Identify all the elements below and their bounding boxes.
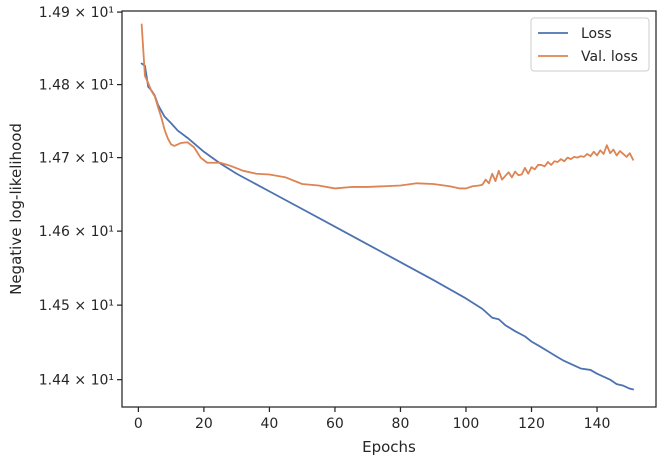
x-tick-label: 20	[195, 416, 213, 432]
x-tick-label: 40	[261, 416, 279, 432]
y-tick-label: 1.44 × 10¹	[39, 373, 114, 389]
series-line-loss	[140, 62, 634, 391]
series-layer	[140, 23, 634, 391]
y-tick-label: 1.46 × 10¹	[39, 224, 114, 240]
x-tick-label: 140	[584, 416, 611, 432]
y-tick-label: 1.47 × 10¹	[39, 151, 114, 167]
x-tick-label: 60	[326, 416, 344, 432]
legend-label-loss: Loss	[581, 26, 612, 42]
x-tick-label: 80	[392, 416, 410, 432]
legend: Loss Val. loss	[530, 17, 650, 72]
y-tick-label: 1.45 × 10¹	[39, 298, 114, 314]
legend-box	[530, 17, 650, 72]
series-line-val-loss	[140, 23, 634, 190]
x-tick-label: 100	[453, 416, 480, 432]
x-tick-label: 120	[518, 416, 545, 432]
x-tick-label: 0	[134, 416, 143, 432]
y-tick-label: 1.48 × 10¹	[39, 78, 114, 94]
y-axis-label: Negative log-likelihood	[7, 123, 25, 295]
x-axis-label: Epochs	[362, 438, 416, 456]
ticks-layer: 0 20 40 60 80 100 120 140 1.44 × 10¹ 1.45 × 10¹ 1.…	[39, 5, 611, 432]
y-tick-label: 1.49 × 10¹	[39, 5, 114, 21]
legend-label-val-loss: Val. loss	[581, 49, 638, 65]
plot-frame	[121, 10, 657, 408]
